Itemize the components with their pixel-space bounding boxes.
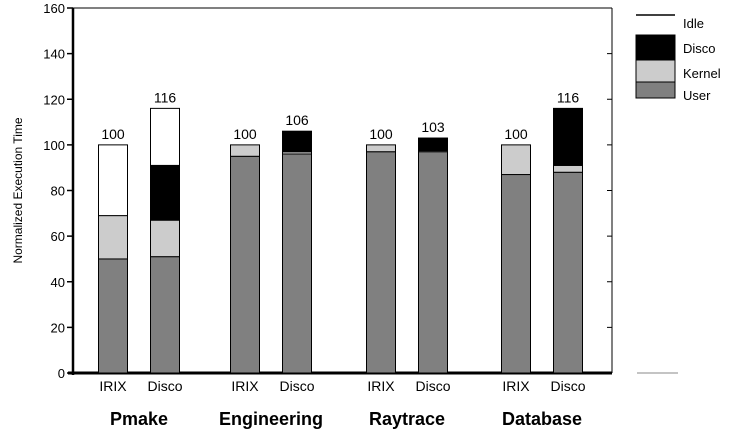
- y-tick-label: 140: [43, 47, 65, 62]
- bar-segment-idle: [98, 144, 128, 217]
- bar-category-label: IRIX: [231, 378, 259, 394]
- bar-total-label: 100: [369, 126, 393, 142]
- bar-category-label: IRIX: [367, 378, 395, 394]
- legend-swatch-kernel: [635, 59, 676, 83]
- group-label: Pmake: [110, 409, 168, 429]
- legend: Idle Disco Kernel User: [635, 14, 721, 103]
- bar-total-label: 116: [154, 89, 177, 105]
- bar-segment-disco: [553, 107, 583, 166]
- bar-category-label: Disco: [147, 378, 182, 394]
- y-tick-label: 120: [43, 92, 65, 107]
- bar-category-label: IRIX: [502, 378, 530, 394]
- bar-total-label: 103: [421, 119, 445, 135]
- group-label: Engineering: [219, 409, 323, 429]
- bar-segment-kernel: [501, 144, 531, 176]
- bar-category-label: Disco: [279, 378, 314, 394]
- bar-segment-user: [501, 174, 531, 374]
- y-tick-label: 20: [51, 320, 65, 335]
- bar-segment-user: [418, 151, 448, 374]
- bar-segment-kernel: [553, 164, 583, 173]
- bar-category-label: IRIX: [99, 378, 127, 394]
- bar-total-label: 116: [557, 89, 580, 105]
- bar-segment-user: [150, 256, 180, 374]
- bar-segment-user: [230, 155, 260, 374]
- bar-segment-user: [366, 151, 396, 374]
- legend-label: Disco: [683, 41, 716, 56]
- labels-layer: Normalized Execution Time 0 20 40 60 80 100 120…: [11, 1, 586, 429]
- bar-total-label: 100: [101, 126, 125, 142]
- group-label: Database: [502, 409, 582, 429]
- y-axis-label: Normalized Execution Time: [11, 117, 25, 263]
- bar-segment-kernel: [366, 144, 396, 153]
- y-tick-label: 40: [51, 275, 65, 290]
- legend-label: Kernel: [683, 66, 721, 81]
- legend-swatch-user: [635, 81, 676, 99]
- y-tick-label: 0: [58, 366, 65, 381]
- bar-segment-disco: [418, 137, 448, 152]
- y-tick-label: 100: [43, 138, 65, 153]
- bar-total-label: 100: [504, 126, 528, 142]
- group-label: Raytrace: [369, 409, 445, 429]
- bar-segment-idle: [150, 107, 180, 166]
- legend-label: User: [683, 88, 711, 103]
- bar-segment-kernel: [98, 215, 128, 260]
- legend-swatch-disco: [635, 34, 676, 60]
- legend-label: Idle: [683, 16, 704, 31]
- y-tick-label: 60: [51, 229, 65, 244]
- bars-layer: [98, 107, 583, 374]
- bar-segment-kernel: [230, 144, 260, 157]
- y-tick-label: 160: [43, 1, 65, 16]
- bar-segment-disco: [150, 164, 180, 221]
- bar-total-label: 100: [233, 126, 257, 142]
- bar-category-label: Disco: [415, 378, 450, 394]
- bar-segment-kernel: [150, 219, 180, 258]
- bar-segment-user: [553, 171, 583, 374]
- bar-segment-disco: [282, 130, 312, 153]
- bar-total-label: 106: [285, 112, 309, 128]
- y-tick-label: 80: [51, 184, 65, 199]
- bar-category-label: Disco: [550, 378, 585, 394]
- bar-segment-user: [282, 153, 312, 374]
- bar-segment-user: [98, 258, 128, 374]
